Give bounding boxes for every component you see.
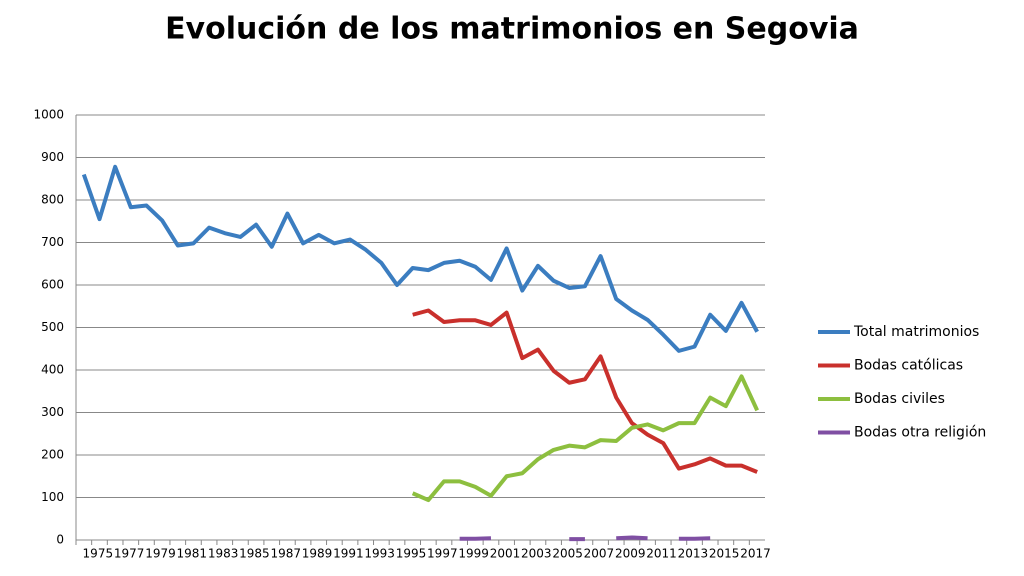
y-tick-label: 700: [41, 235, 64, 249]
x-tick-label: 1997: [427, 547, 458, 561]
y-tick-label: 0: [56, 533, 64, 547]
y-tick-label: 1000: [33, 108, 64, 122]
y-tick-label: 500: [41, 320, 64, 334]
x-tick-label: 1991: [333, 547, 364, 561]
x-tick-label: 1979: [145, 547, 176, 561]
x-tick-label: 2011: [646, 547, 677, 561]
y-tick-label: 800: [41, 193, 64, 207]
x-tick-label: 1977: [114, 547, 145, 561]
y-tick-label: 600: [41, 278, 64, 292]
x-tick-label: 1993: [364, 547, 395, 561]
x-tick-label: 2007: [584, 547, 615, 561]
y-tick-label: 200: [41, 448, 64, 462]
legend-label: Bodas otra religión: [854, 425, 986, 441]
x-tick-label: 1981: [177, 547, 208, 561]
x-tick-label: 1995: [396, 547, 427, 561]
legend-label: Bodas católicas: [854, 358, 963, 374]
x-tick-label: 1983: [208, 547, 239, 561]
x-tick-label: 2017: [740, 547, 771, 561]
legend-label: Bodas civiles: [854, 391, 945, 407]
series-line: [411, 374, 759, 503]
x-tick-label: 1987: [270, 547, 301, 561]
y-tick-label: 400: [41, 363, 64, 377]
x-tick-label: 1989: [302, 547, 333, 561]
series-line: [459, 535, 711, 542]
x-tick-label: 1985: [239, 547, 270, 561]
x-tick-label: 2013: [678, 547, 709, 561]
y-tick-label: 900: [41, 150, 64, 164]
series-line: [412, 308, 758, 474]
x-tick-label: 1975: [83, 547, 114, 561]
x-tick-label: 2009: [615, 547, 646, 561]
chart-title: Evolución de los matrimonios en Segovia: [165, 12, 859, 47]
x-tick-label: 2005: [552, 547, 583, 561]
x-tick-label: 2001: [490, 547, 521, 561]
x-tick-label: 1999: [458, 547, 489, 561]
y-tick-label: 100: [41, 490, 64, 504]
x-tick-label: 2015: [709, 547, 740, 561]
x-tick-label: 2003: [521, 547, 552, 561]
y-tick-label: 300: [41, 405, 64, 419]
legend-label: Total matrimonios: [853, 324, 979, 340]
series-line: [81, 164, 759, 353]
